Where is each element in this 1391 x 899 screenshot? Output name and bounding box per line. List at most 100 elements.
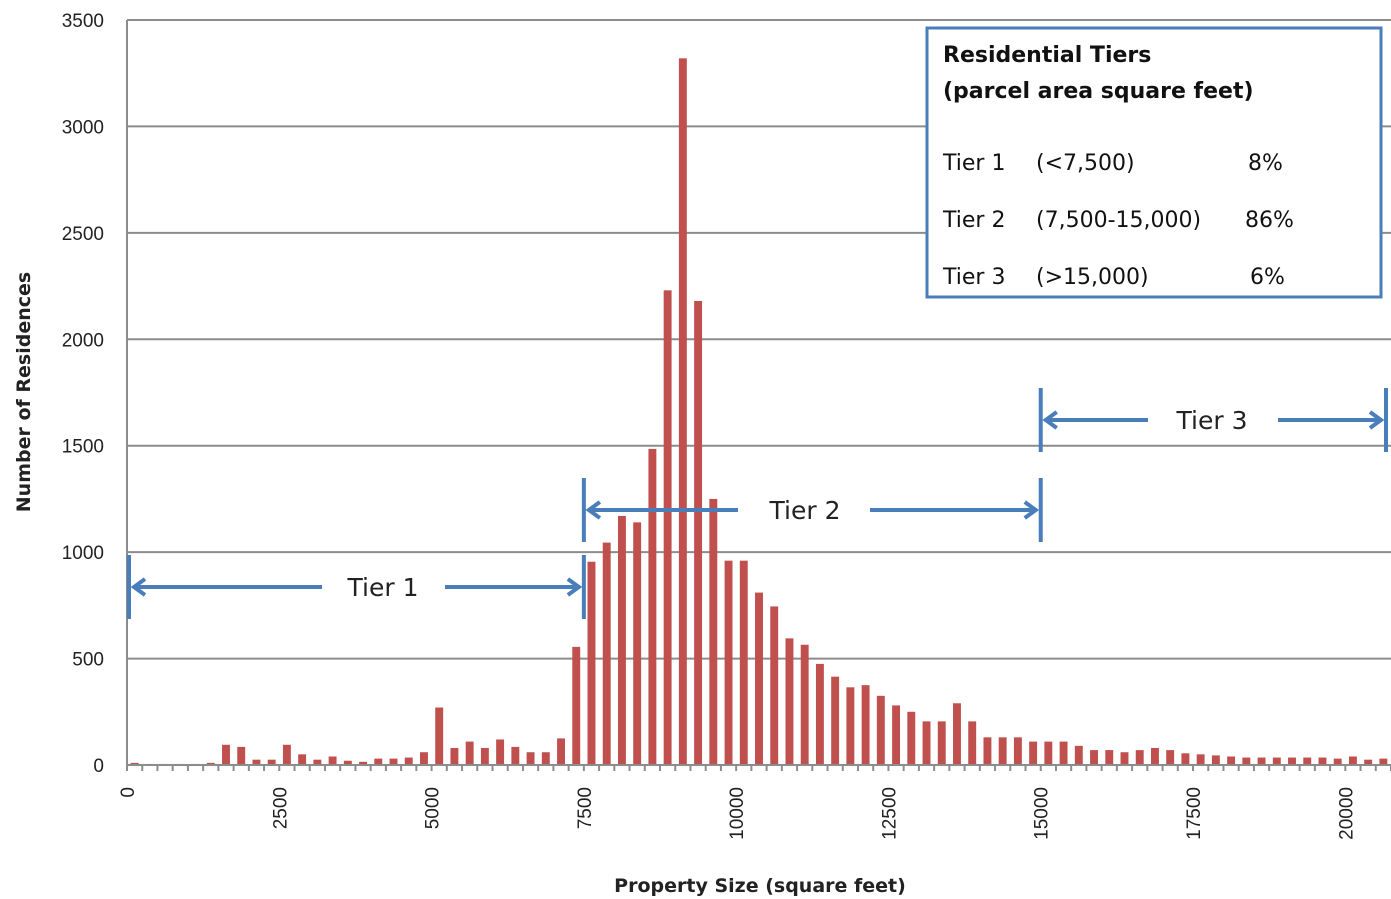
bar: [709, 498, 718, 765]
legend-title-line2: (parcel area square feet): [943, 79, 1254, 104]
bar: [572, 646, 581, 765]
axes: 0 500 1000 1500 2000 2500 3000 3500 0 2500 5000 750…: [62, 11, 1391, 840]
y-tick-label: 3500: [62, 11, 104, 32]
bar: [1196, 754, 1205, 765]
y-tick-label: 2500: [62, 224, 104, 245]
bar: [1379, 758, 1388, 765]
bar: [1257, 757, 1266, 765]
bar: [770, 606, 779, 765]
bar: [846, 687, 855, 765]
bar: [968, 721, 977, 765]
x-axis-title: Property Size (square feet): [614, 875, 906, 897]
bars: [130, 58, 1388, 766]
bar: [648, 448, 657, 765]
bar: [496, 739, 505, 765]
tier-arrowhead-right: [1368, 410, 1385, 430]
bar: [480, 747, 489, 765]
bar: [1135, 750, 1144, 765]
y-tick-label: 500: [72, 650, 104, 671]
bar: [815, 663, 824, 765]
y-axis-title: Number of Residences: [13, 272, 35, 512]
legend-tier2-range: (7,500-15,000): [1036, 208, 1201, 233]
legend-box: [925, 26, 1383, 299]
bar: [1090, 750, 1098, 765]
bar: [557, 738, 565, 765]
tier-annotations: Tier 1 Tier 2 Tier 3: [127, 388, 1388, 619]
bar: [298, 754, 307, 765]
bar: [237, 746, 246, 765]
x-tick-label: 2500: [270, 787, 291, 829]
bar: [1364, 759, 1373, 765]
bar: [1242, 757, 1251, 765]
bar: [663, 290, 672, 765]
bar: [724, 560, 733, 765]
legend-title-line1: Residential Tiers: [943, 43, 1151, 68]
y-tick-label: 3000: [62, 117, 104, 138]
bar: [420, 752, 428, 765]
bar: [739, 560, 748, 765]
x-tick-label: 20000: [1336, 787, 1357, 840]
bar: [861, 685, 870, 765]
x-tick-label: 0: [118, 787, 139, 798]
bar: [1303, 757, 1312, 765]
bar: [130, 762, 139, 765]
bar: [907, 711, 916, 765]
bar: [755, 592, 763, 765]
bar: [983, 737, 992, 765]
bar: [1029, 741, 1038, 765]
legend-tier1-name: Tier 1: [942, 151, 1005, 176]
tier-arrowhead-left: [1042, 410, 1058, 430]
y-tick-label: 2000: [62, 330, 104, 351]
bar: [1318, 757, 1327, 765]
bar: [404, 757, 413, 765]
bar: [694, 300, 703, 765]
bar: [1166, 750, 1175, 765]
bar: [343, 760, 352, 765]
legend-tier2-name: Tier 2: [942, 208, 1005, 233]
bar: [785, 638, 794, 765]
bar: [1013, 737, 1022, 765]
bar: [1272, 757, 1281, 765]
bar: [800, 644, 809, 765]
bar: [1044, 741, 1053, 765]
bar: [206, 762, 215, 765]
legend-tier3-pct: 6%: [1250, 265, 1285, 290]
bar: [1181, 753, 1190, 765]
x-tick-label: 10000: [727, 787, 748, 840]
tier-arrowhead-left: [130, 577, 147, 597]
bar: [1105, 750, 1114, 765]
bar: [1333, 758, 1342, 765]
legend-tier3-range: (>15,000): [1036, 265, 1149, 290]
bar: [267, 759, 276, 765]
bar: [313, 759, 322, 765]
tier-arrowhead-right: [566, 577, 583, 597]
x-tick-label: 17500: [1184, 787, 1205, 840]
bar: [678, 58, 687, 766]
x-tick-label: 5000: [423, 787, 444, 829]
bar: [359, 761, 368, 765]
bar: [1348, 756, 1357, 765]
bar: [617, 515, 626, 765]
bar: [374, 758, 383, 765]
y-tick-label: 0: [93, 756, 104, 777]
bar: [541, 752, 550, 765]
bar: [252, 759, 261, 765]
bar: [1074, 745, 1083, 765]
bar: [1288, 757, 1296, 765]
bar: [602, 542, 611, 765]
bar: [282, 744, 291, 765]
y-tick-label: 1500: [62, 437, 104, 458]
tier-label: Tier 1: [347, 573, 419, 602]
legend: Residential Tiers (parcel area square fe…: [925, 26, 1383, 299]
bar: [435, 707, 444, 765]
bar: [1150, 747, 1159, 765]
legend-tier1-pct: 8%: [1248, 151, 1283, 176]
bar: [511, 746, 520, 765]
bar: [587, 561, 596, 765]
x-tick-label: 12500: [879, 787, 900, 840]
tier-label: Tier 2: [769, 496, 841, 525]
x-tick-label: 7500: [575, 787, 596, 829]
bar: [953, 703, 961, 765]
bar: [876, 695, 885, 765]
